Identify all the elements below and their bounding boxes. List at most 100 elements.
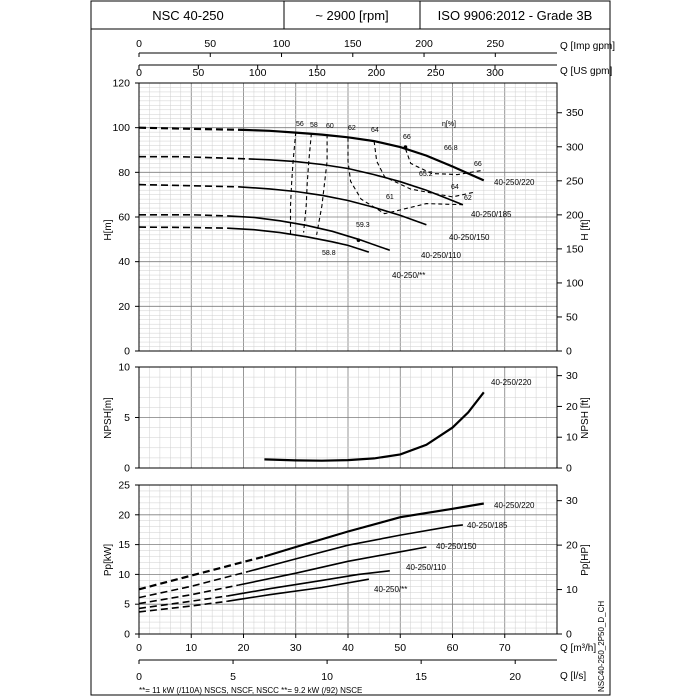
- speed-label: ~ 2900 [rpm]: [315, 8, 388, 23]
- right-tick-label: 20: [566, 540, 578, 552]
- p-hp-axis-label: Pp[HP]: [580, 544, 591, 576]
- left-tick-label: 20: [118, 301, 130, 313]
- npsh-panel: 0 5 10 0 10 20 30 NPSH[m] NPSH [ft] 40-250/22…: [103, 362, 591, 475]
- power-panel: 0 5 10 15 20 25 0 10 20 30 Pp[kW] Pp[HP] 40-250/…: [103, 480, 591, 641]
- power-curve-solid-4: [227, 578, 370, 602]
- head-curve-dashed-2: [138, 183, 239, 188]
- sheet-frame: [90, 28, 611, 696]
- left-tick-label: 60: [118, 212, 130, 224]
- power-curve-dashed-2: [138, 584, 239, 605]
- power-curve-solid-1: [248, 524, 463, 573]
- p-kw-ticks: 0 5 10 15 20 25: [118, 480, 139, 641]
- right-tick-label: 10: [566, 432, 578, 444]
- m3h-tick-label: 10: [185, 642, 197, 654]
- head-curve-labels: 40-250/220 40-250/185 40-250/150 40-250/…: [392, 178, 535, 280]
- left-tick-label: 5: [124, 412, 130, 424]
- left-tick-label: 5: [124, 599, 130, 611]
- power-curve-dashed-3: [138, 595, 228, 610]
- h-ft-axis-label: H [ft]: [580, 219, 591, 240]
- ls-tick-label: 20: [509, 671, 521, 683]
- q-m3h-label: Q [m³/h]: [560, 643, 596, 654]
- eff-label-66-8: 66.8: [444, 145, 458, 152]
- imp-gpm-tick-label: 200: [415, 38, 433, 50]
- eff-contour-56: [289, 132, 297, 235]
- eff-label-60: 60: [326, 123, 334, 130]
- eff-label-64: 64: [371, 127, 379, 134]
- left-tick-label: 120: [112, 78, 130, 90]
- us-gpm-tick-label: 200: [368, 67, 386, 79]
- right-tick-label: 300: [566, 141, 584, 153]
- right-tick-label: 30: [566, 370, 578, 382]
- model-title: NSC 40-250: [152, 8, 224, 23]
- eff-label-58-8: 58.8: [322, 250, 336, 257]
- duty-point: [356, 238, 361, 243]
- power-label-150: 40-250/150: [436, 542, 477, 551]
- head-label-110: 40-250/110: [421, 251, 461, 260]
- imp-gpm-tick-label: 0: [136, 38, 142, 50]
- eff-contour-64: [373, 141, 474, 198]
- eff-label-64-right: 64: [451, 184, 459, 191]
- power-label-92: 40-250/**: [374, 585, 407, 594]
- head-curve-solid-1: [248, 158, 464, 206]
- head-label-150: 40-250/150: [449, 233, 490, 242]
- eff-contour-58: [303, 133, 312, 233]
- power-curve-labels: 40-250/220 40-250/185 40-250/150 40-250/…: [374, 501, 535, 594]
- eff-label-66-top: 66: [403, 134, 411, 141]
- left-tick-label: 10: [118, 569, 130, 581]
- right-tick-label: 100: [566, 277, 584, 289]
- head-curve-solid-2: [238, 186, 427, 226]
- head-label-220: 40-250/220: [494, 178, 535, 187]
- eff-label-65-2: 65.2: [419, 171, 433, 178]
- left-tick-label: 10: [118, 362, 130, 374]
- right-tick-label: 350: [566, 107, 584, 119]
- eff-label-62: 62: [348, 125, 356, 132]
- left-tick-label: 0: [124, 463, 130, 475]
- h-m-axis-label: H[m]: [103, 219, 114, 240]
- grid-lines: [139, 83, 557, 634]
- npsh-curves: [264, 391, 485, 462]
- left-tick-label: 40: [118, 256, 130, 268]
- head-curves: [138, 126, 485, 253]
- head-curve-dashed-3: [139, 214, 228, 217]
- h-m-ticks: 0 20 40 60 80 100 120: [112, 78, 139, 358]
- power-curve-solid-3: [227, 570, 390, 597]
- npsh-ft-axis-label: NPSH [ft]: [580, 397, 591, 439]
- eff-label-56: 56: [296, 121, 304, 128]
- right-tick-label: 250: [566, 175, 584, 187]
- right-tick-label: 0: [566, 346, 572, 358]
- efficiency-contours: [289, 132, 484, 235]
- imp-gpm-tick-label: 100: [273, 38, 291, 50]
- power-label-220: 40-250/220: [494, 501, 535, 510]
- power-curve-dashed-4: [138, 600, 228, 613]
- m3h-tick-label: 0: [136, 642, 142, 654]
- right-tick-label: 0: [566, 629, 572, 641]
- us-gpm-tick-label: 150: [308, 67, 326, 79]
- us-gpm-tick-label: 250: [427, 67, 445, 79]
- m3h-tick-label: 20: [238, 642, 250, 654]
- npsh-ft-ticks: 0 10 20 30: [557, 370, 578, 475]
- right-tick-label: 200: [566, 209, 584, 221]
- power-label-110: 40-250/110: [406, 563, 446, 572]
- imp-gpm-tick-label: 50: [204, 38, 216, 50]
- right-tick-label: 150: [566, 243, 584, 255]
- m3h-ticks: 0 10 20 30 40 50 60 70: [136, 634, 511, 654]
- m3h-tick-label: 70: [499, 642, 511, 654]
- head-curve-solid-4: [227, 227, 370, 253]
- ls-tick-label: 5: [230, 671, 236, 683]
- right-tick-label: 0: [566, 463, 572, 475]
- power-curve-dashed-0: [138, 555, 265, 591]
- standard-label: ISO 9906:2012 - Grade 3B: [438, 8, 593, 23]
- ls-ticks: 0 5 10 15 20: [136, 660, 521, 683]
- head-label-185: 40-250/185: [471, 210, 512, 219]
- left-tick-label: 25: [118, 480, 130, 492]
- us-gpm-tick-label: 300: [486, 67, 504, 79]
- head-curve-dashed-1: [139, 155, 249, 160]
- m3h-tick-label: 50: [394, 642, 406, 654]
- head-curve-dashed-0: [138, 126, 244, 131]
- m3h-tick-label: 40: [342, 642, 354, 654]
- right-tick-label: 10: [566, 584, 578, 596]
- imp-gpm-tick-label: 250: [487, 38, 505, 50]
- q-us-gpm-label: Q [US gpm]: [560, 66, 612, 77]
- footer-note: **= 11 kW (/110A) NSCS, NSCF, NSCC **= 9…: [139, 686, 362, 695]
- head-curve-dashed-4: [138, 226, 228, 229]
